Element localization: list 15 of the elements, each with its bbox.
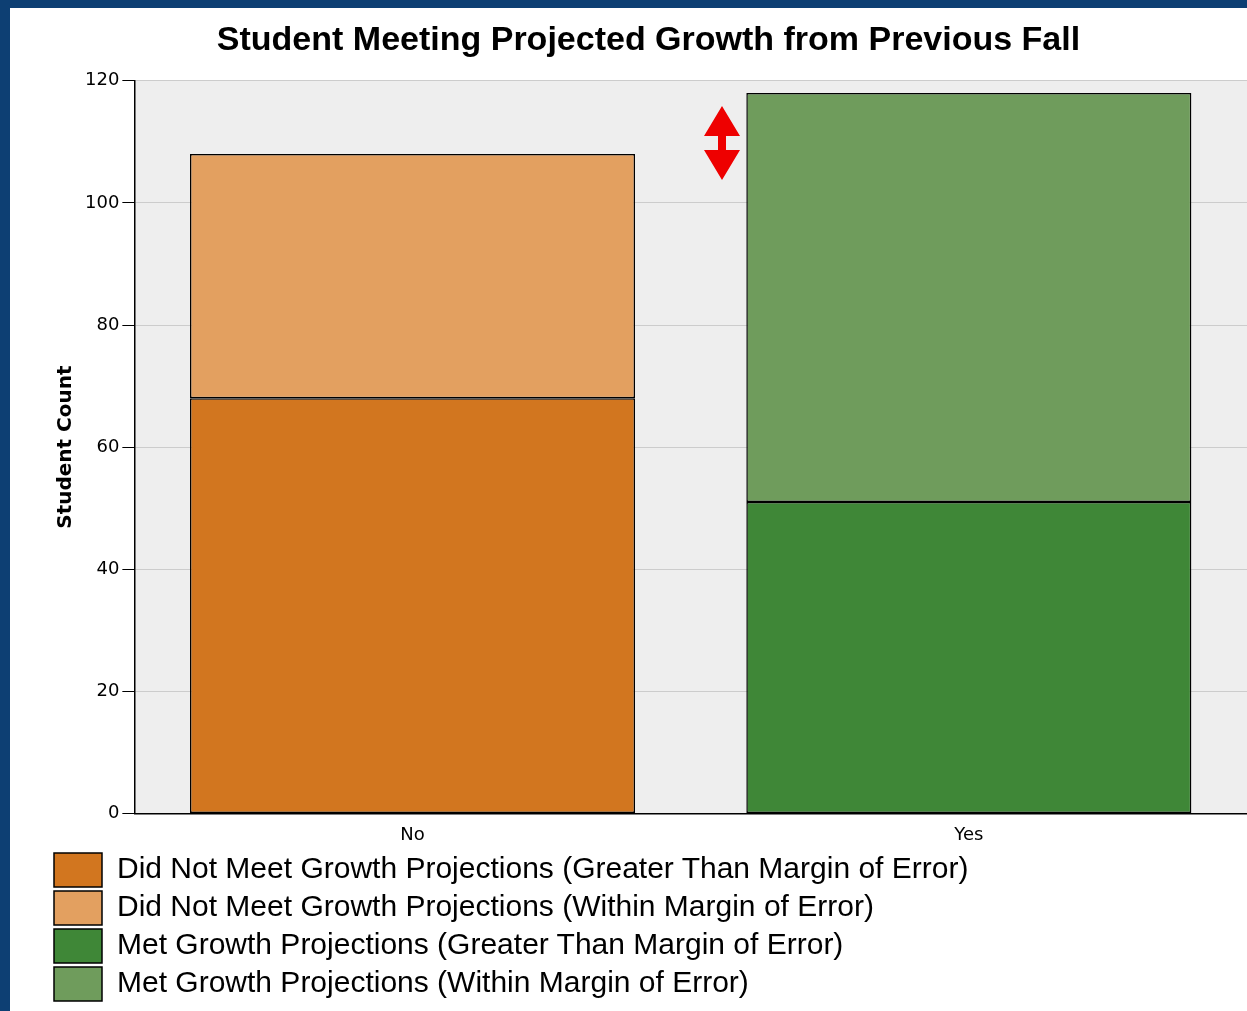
- y-axis-title: Student Count: [52, 365, 77, 529]
- y-tick-label: 40: [96, 556, 120, 578]
- y-tick-label: 60: [96, 434, 120, 456]
- legend-label: Met Growth Projections (Greater Than Margin of Error): [117, 927, 844, 961]
- y-tick-label: 80: [96, 312, 120, 334]
- legend-label: Did Not Meet Growth Projections (Greater Than Margin of Error): [117, 851, 969, 885]
- y-tick-label: 100: [85, 190, 120, 212]
- x-tick-label: No: [400, 822, 425, 844]
- y-tick-label: 0: [107, 801, 120, 823]
- y-tick-label: 120: [85, 68, 120, 90]
- legend-label: Met Growth Projections (Within Margin of Error): [117, 965, 749, 999]
- x-tick-label: Yes: [953, 822, 984, 844]
- chart-title: Student Meeting Projected Growth from Previous Fall: [216, 18, 1081, 57]
- legend-label: Did Not Meet Growth Projections (Within Margin of Error): [117, 889, 874, 923]
- y-tick-label: 20: [96, 678, 120, 700]
